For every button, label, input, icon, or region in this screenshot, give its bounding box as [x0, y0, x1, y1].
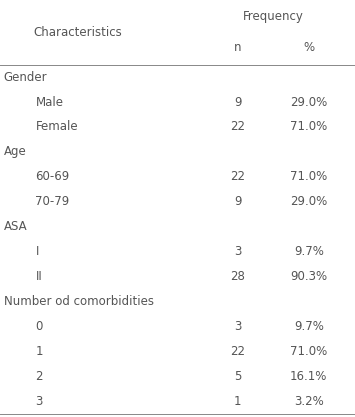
Text: 29.0%: 29.0%: [290, 95, 327, 108]
Text: Frequency: Frequency: [243, 10, 304, 23]
Text: 16.1%: 16.1%: [290, 370, 328, 383]
Text: 71.0%: 71.0%: [290, 170, 327, 183]
Text: n: n: [234, 41, 242, 55]
Text: 60-69: 60-69: [36, 170, 70, 183]
Text: Characteristics: Characteristics: [34, 26, 122, 39]
Text: 9.7%: 9.7%: [294, 320, 324, 333]
Text: 71.0%: 71.0%: [290, 121, 327, 133]
Text: 9.7%: 9.7%: [294, 245, 324, 258]
Text: Male: Male: [36, 95, 64, 108]
Text: 1: 1: [234, 395, 242, 408]
Text: 3: 3: [36, 395, 43, 408]
Text: 2: 2: [36, 370, 43, 383]
Text: Age: Age: [4, 146, 26, 158]
Text: 9: 9: [234, 95, 242, 108]
Text: Gender: Gender: [4, 70, 47, 83]
Text: 90.3%: 90.3%: [290, 270, 327, 283]
Text: %: %: [303, 41, 315, 55]
Text: 22: 22: [230, 121, 245, 133]
Text: 71.0%: 71.0%: [290, 345, 327, 358]
Text: 70-79: 70-79: [36, 195, 70, 208]
Text: 22: 22: [230, 345, 245, 358]
Text: I: I: [36, 245, 39, 258]
Text: 5: 5: [234, 370, 241, 383]
Text: 29.0%: 29.0%: [290, 195, 327, 208]
Text: 3: 3: [234, 320, 241, 333]
Text: II: II: [36, 270, 42, 283]
Text: 1: 1: [36, 345, 43, 358]
Text: 22: 22: [230, 170, 245, 183]
Text: 3: 3: [234, 245, 241, 258]
Text: 0: 0: [36, 320, 43, 333]
Text: 28: 28: [230, 270, 245, 283]
Text: Female: Female: [36, 121, 78, 133]
Text: 3.2%: 3.2%: [294, 395, 324, 408]
Text: Number od comorbidities: Number od comorbidities: [4, 295, 154, 308]
Text: 9: 9: [234, 195, 242, 208]
Text: ASA: ASA: [4, 220, 27, 233]
